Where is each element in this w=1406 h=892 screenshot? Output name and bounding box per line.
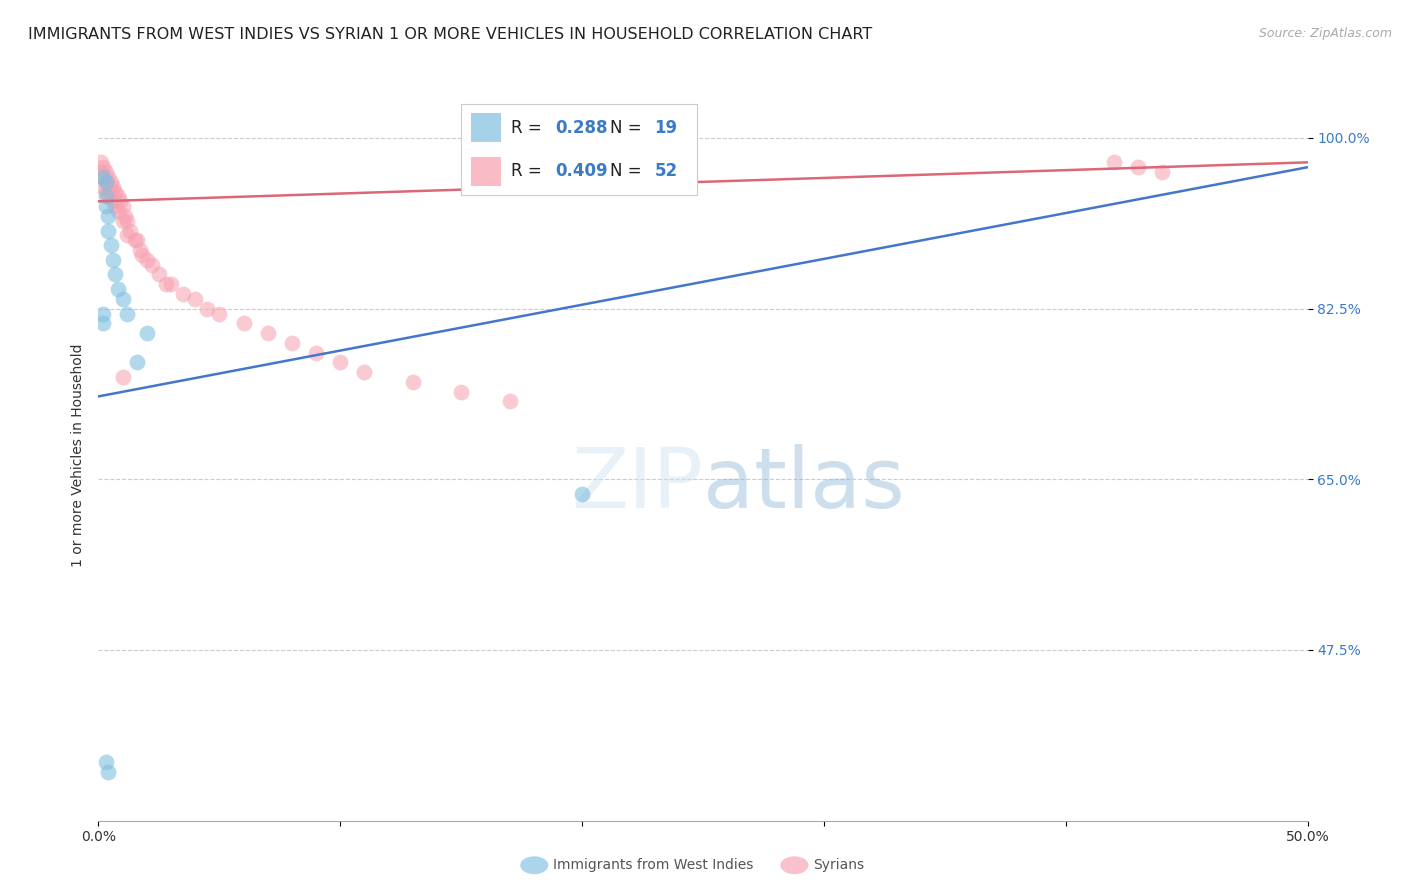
Point — [100, 185, 122, 199]
Point — [94, 189, 117, 203]
Point — [91, 160, 114, 174]
Point — [94, 755, 117, 769]
Point — [498, 394, 520, 409]
Point — [329, 355, 352, 369]
Point — [305, 345, 328, 359]
Point — [97, 179, 120, 194]
Point — [160, 277, 183, 292]
Point — [184, 292, 207, 306]
Point — [94, 199, 117, 213]
Point — [91, 179, 114, 194]
Point — [124, 233, 146, 247]
Point — [101, 179, 124, 194]
Point — [256, 326, 278, 340]
Point — [128, 243, 150, 257]
Point — [97, 209, 120, 223]
Point — [118, 224, 141, 238]
Point — [91, 169, 114, 184]
Point — [111, 370, 134, 384]
Point — [135, 252, 157, 267]
Point — [402, 375, 425, 389]
Point — [117, 306, 139, 320]
Point — [91, 169, 114, 184]
Y-axis label: 1 or more Vehicles in Household: 1 or more Vehicles in Household — [70, 343, 84, 566]
Point — [91, 316, 114, 330]
Point — [108, 194, 131, 209]
Text: Syrians: Syrians — [813, 858, 863, 872]
Point — [104, 199, 127, 213]
Point — [111, 214, 134, 228]
Point — [281, 335, 304, 350]
Point — [101, 252, 124, 267]
Point — [100, 238, 122, 252]
Point — [91, 306, 114, 320]
Text: IMMIGRANTS FROM WEST INDIES VS SYRIAN 1 OR MORE VEHICLES IN HOUSEHOLD CORRELATIO: IMMIGRANTS FROM WEST INDIES VS SYRIAN 1 … — [28, 27, 872, 42]
Point — [100, 175, 122, 189]
Point — [90, 165, 112, 179]
Point — [97, 764, 120, 779]
Point — [127, 355, 149, 369]
Point — [127, 233, 149, 247]
Point — [131, 248, 153, 262]
Point — [195, 301, 218, 316]
Point — [1152, 165, 1174, 179]
Point — [208, 306, 231, 320]
Text: ZIP: ZIP — [571, 443, 703, 524]
Point — [1102, 155, 1125, 169]
Point — [107, 204, 129, 219]
Point — [155, 277, 177, 292]
Point — [107, 189, 129, 203]
Point — [135, 326, 157, 340]
Point — [111, 292, 134, 306]
Text: Source: ZipAtlas.com: Source: ZipAtlas.com — [1258, 27, 1392, 40]
Point — [101, 194, 124, 209]
Point — [94, 175, 117, 189]
Point — [571, 487, 593, 501]
Point — [117, 214, 139, 228]
Point — [1128, 160, 1150, 174]
Point — [107, 282, 129, 296]
Point — [90, 155, 112, 169]
Point — [97, 169, 120, 184]
Point — [94, 175, 117, 189]
Point — [232, 316, 254, 330]
Point — [450, 384, 472, 399]
Point — [94, 185, 117, 199]
Point — [114, 209, 136, 223]
Text: atlas: atlas — [703, 443, 904, 524]
Point — [97, 224, 120, 238]
Point — [111, 199, 134, 213]
Point — [104, 185, 127, 199]
Point — [172, 287, 194, 301]
Point — [94, 165, 117, 179]
Point — [353, 365, 375, 379]
Point — [117, 228, 139, 243]
Point — [104, 268, 127, 282]
Text: Immigrants from West Indies: Immigrants from West Indies — [553, 858, 754, 872]
Point — [148, 268, 170, 282]
Point — [97, 189, 120, 203]
Point — [141, 258, 163, 272]
